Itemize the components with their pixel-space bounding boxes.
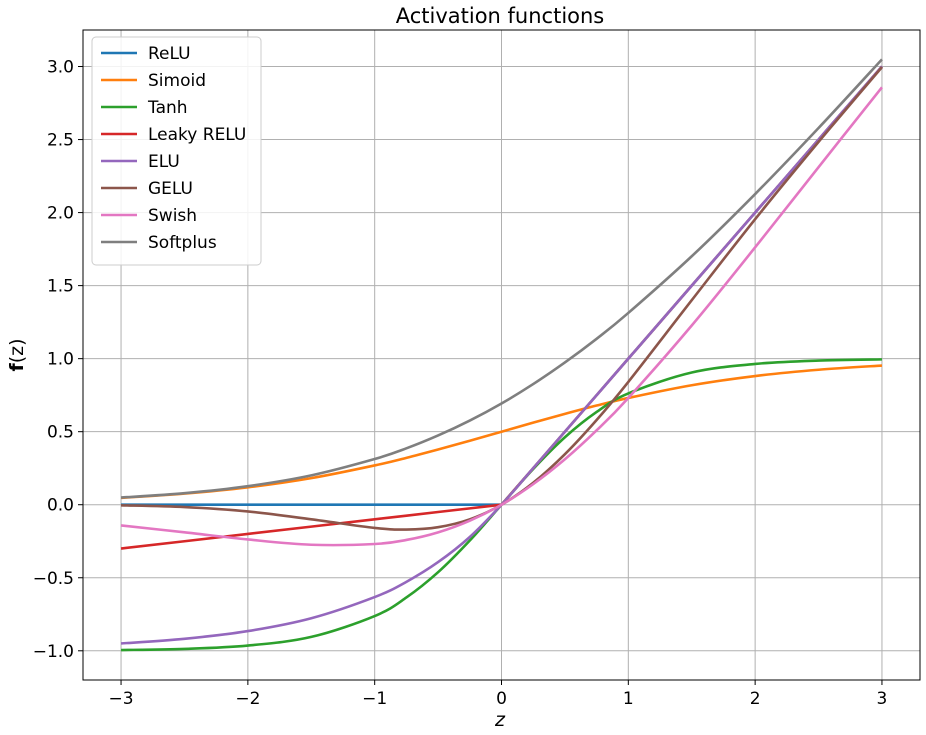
legend-label: ReLU — [148, 44, 191, 64]
legend-label: Tanh — [147, 98, 188, 118]
y-tick-label: 1.0 — [47, 350, 74, 370]
legend-label: Softplus — [148, 233, 217, 253]
series-line-elu — [120, 65, 883, 645]
y-tick-label: −0.5 — [33, 569, 74, 589]
x-tick-label: 2 — [750, 689, 761, 709]
x-tick-label: 3 — [877, 689, 888, 709]
y-axis-label-f: f — [6, 363, 28, 372]
series-line-simoid — [120, 364, 883, 500]
series-lines — [120, 58, 883, 652]
x-tick-label: −1 — [362, 689, 387, 709]
y-tick-label: 0.5 — [47, 423, 74, 443]
legend-label: Swish — [148, 206, 197, 226]
y-axis-label-z: (z) — [6, 338, 28, 363]
legend-box — [91, 36, 262, 266]
legend-label: Simoid — [148, 71, 206, 91]
y-tick-label: 1.5 — [47, 277, 74, 297]
legend-label: ELU — [148, 152, 180, 172]
x-axis-label: z — [494, 709, 506, 731]
legend-label: GELU — [148, 179, 193, 199]
y-tick-label: −1.0 — [33, 642, 74, 662]
y-tick-label: 2.0 — [47, 204, 74, 224]
y-tick-label: 2.5 — [47, 131, 74, 151]
legend: ReLU Simoid Tanh Leaky RELU ELU GELU Swish Soft… — [91, 36, 262, 266]
axis-ticks: −3 −2 −1 0 1 2 3 −1.0 −0.5 0.0 0.5 1.0 1.5 2.0 2.5 3.0 — [33, 58, 888, 709]
x-tick-label: −2 — [235, 689, 260, 709]
series-line-swish — [120, 86, 883, 547]
chart-title: Activation functions — [396, 4, 605, 28]
legend-label: Leaky RELU — [148, 125, 246, 145]
x-tick-label: 1 — [623, 689, 634, 709]
y-axis-label: f(z) — [6, 338, 28, 371]
series-line-softplus — [120, 58, 883, 499]
x-tick-label: 0 — [496, 689, 507, 709]
x-tick-label: −3 — [109, 689, 134, 709]
y-tick-label: 0.0 — [47, 496, 74, 516]
y-tick-label: 3.0 — [47, 58, 74, 78]
